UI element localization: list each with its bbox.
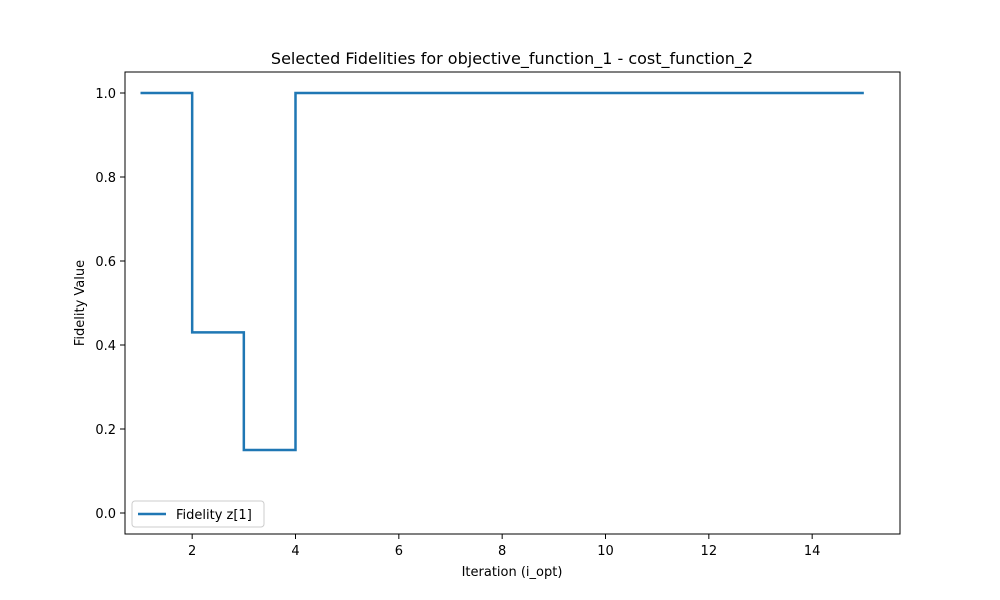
y-tick-label: 0.8 xyxy=(95,171,116,186)
x-tick-label: 8 xyxy=(498,544,506,559)
chart-title: Selected Fidelities for objective_functi… xyxy=(271,49,753,69)
x-tick-label: 6 xyxy=(395,544,403,559)
y-tick-label: 0.2 xyxy=(95,423,116,438)
x-tick-label: 4 xyxy=(291,544,299,559)
x-tick-label: 12 xyxy=(701,544,718,559)
x-tick-label: 14 xyxy=(804,544,821,559)
y-tick-label: 1.0 xyxy=(95,87,116,102)
y-tick-label: 0.6 xyxy=(95,255,116,270)
y-axis-label: Fidelity Value xyxy=(73,260,88,346)
x-tick-label: 2 xyxy=(188,544,196,559)
plot-area xyxy=(140,91,864,452)
legend: Fidelity z[1] xyxy=(131,500,265,528)
x-tick-label: 10 xyxy=(597,544,614,559)
legend-entry-fidelity-z1: Fidelity z[1] xyxy=(176,508,252,523)
series-line-fidelity-z1 xyxy=(140,91,864,452)
y-axis-ticks: 0.0 0.2 0.4 0.6 0.8 1.0 xyxy=(95,87,125,522)
y-tick-label: 0.4 xyxy=(95,339,116,354)
axes-frame xyxy=(124,71,901,535)
legend-box xyxy=(131,500,265,528)
x-axis-ticks: 2 4 6 8 10 12 14 xyxy=(188,534,820,559)
y-tick-label: 0.0 xyxy=(95,507,116,522)
x-axis-label: Iteration (i_opt) xyxy=(462,565,563,580)
